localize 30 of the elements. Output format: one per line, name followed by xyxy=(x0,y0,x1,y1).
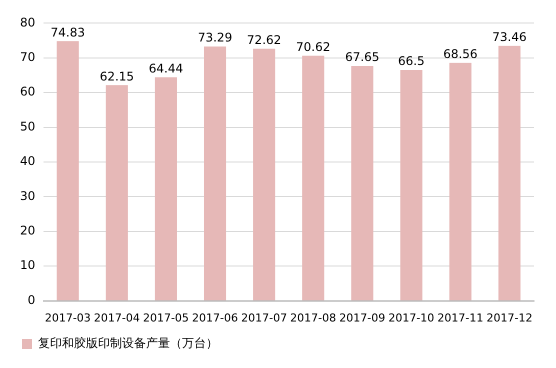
x-tick-label: 2017-12 xyxy=(486,311,532,324)
y-tick-label: 0 xyxy=(28,292,36,307)
data-label: 72.62 xyxy=(246,32,282,47)
y-tick-label: 20 xyxy=(20,224,36,238)
data-label: 64.44 xyxy=(148,61,184,76)
x-tick-label: 2017-10 xyxy=(388,311,434,324)
x-tick-label: 2017-08 xyxy=(290,311,336,324)
y-tick-label: 70 xyxy=(20,50,36,64)
data-label: 67.65 xyxy=(345,50,380,64)
data-label: 68.56 xyxy=(443,47,478,62)
x-tick-label: 2017-11 xyxy=(437,311,484,324)
data-label: 74.83 xyxy=(50,25,85,40)
y-tick-label: 40 xyxy=(20,154,36,168)
y-tick-label: 10 xyxy=(20,258,36,272)
x-tick-label: 2017-05 xyxy=(142,311,189,324)
y-tick-label: 50 xyxy=(20,119,36,134)
y-tick-label: 80 xyxy=(20,15,36,30)
x-tick-label: 2017-07 xyxy=(241,311,288,324)
data-label: 62.15 xyxy=(100,69,134,84)
data-label: 66.5 xyxy=(398,54,425,68)
data-label: 70.62 xyxy=(296,40,330,54)
y-tick-label: 30 xyxy=(20,188,36,203)
x-tick-label: 2017-06 xyxy=(192,311,238,324)
x-tick-label: 2017-09 xyxy=(339,311,386,324)
x-tick-label: 2017-03 xyxy=(44,311,91,324)
y-tick-label: 60 xyxy=(20,84,36,99)
legend-label: 复印和胶版印制设备产量（万台） xyxy=(38,336,218,350)
data-label: 73.29 xyxy=(198,30,232,45)
data-label: 73.46 xyxy=(492,30,527,44)
x-tick-label: 2017-04 xyxy=(94,311,140,324)
